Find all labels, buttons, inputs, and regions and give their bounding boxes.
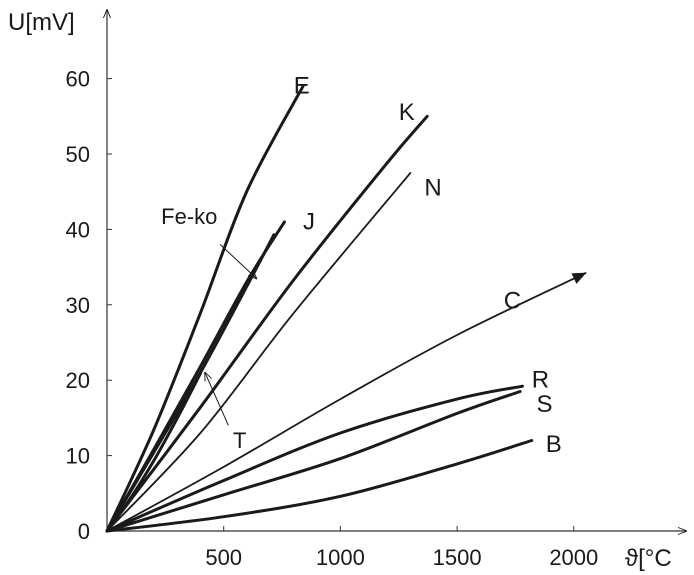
y-tick-label: 10 — [66, 444, 90, 469]
series-label-c: C — [504, 288, 521, 315]
series-line-n — [106, 172, 412, 532]
y-tick-label: 0 — [78, 519, 90, 544]
annotation-arrow-fe-ko — [219, 244, 256, 278]
curves — [105, 84, 587, 533]
series-label-b: B — [546, 431, 562, 458]
series-label-s: S — [536, 391, 552, 418]
series-line-s — [105, 390, 522, 533]
y-tick-label: 20 — [66, 368, 90, 393]
series-line-c — [106, 272, 587, 532]
annotation-arrow-t — [205, 373, 229, 426]
series-line-r — [105, 384, 524, 533]
x-tick-label: 2000 — [549, 545, 598, 570]
y-axis-title: U[mV] — [8, 9, 75, 36]
x-axis-title: ϑ[°C — [625, 545, 672, 572]
series-label-e: E — [294, 73, 310, 100]
series-line-e — [105, 84, 305, 533]
series-label-r: R — [532, 367, 549, 394]
y-tick-label: 50 — [66, 142, 90, 167]
series-label-n: N — [424, 174, 441, 201]
x-tick-label: 500 — [205, 545, 242, 570]
y-tick-label: 30 — [66, 293, 90, 318]
series-label-j: J — [303, 208, 315, 235]
series-label-k: K — [399, 99, 415, 126]
x-tick-label: 1500 — [433, 545, 482, 570]
y-tick-label: 60 — [66, 67, 90, 92]
series-line-k — [105, 114, 429, 533]
y-tick-label: 40 — [66, 217, 90, 242]
axes: 0 10 20 30 40 50 60 500 1000 1500 2000 U[mV] ϑ[°C — [8, 9, 686, 572]
series-line-b — [105, 439, 534, 533]
annotation-label-t: T — [233, 428, 246, 453]
annotation-label-fe-ko: Fe-ko — [161, 204, 217, 229]
labels: E J K N C RSB Fe-ko T — [161, 73, 562, 458]
x-tick-label: 1000 — [316, 545, 365, 570]
